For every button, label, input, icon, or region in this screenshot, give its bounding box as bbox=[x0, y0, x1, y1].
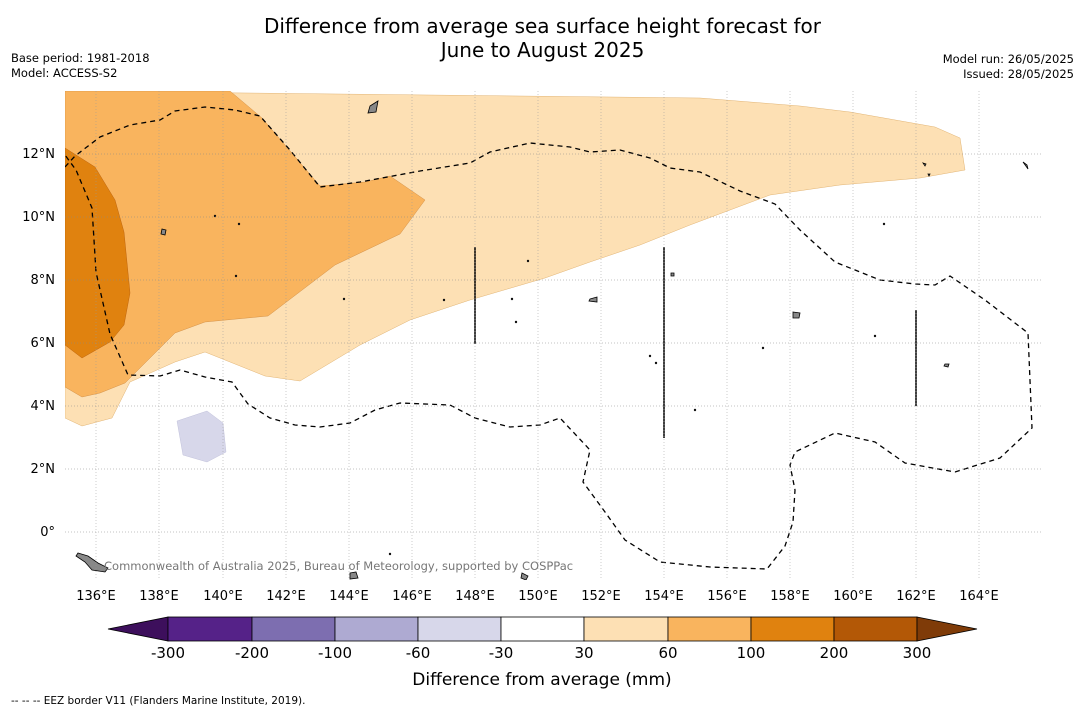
colorbar-swatch bbox=[417, 616, 502, 642]
lon-label: 138°E bbox=[139, 589, 179, 604]
colorbar-tick: 30 bbox=[574, 644, 593, 662]
colorbar-tick: -30 bbox=[489, 644, 514, 662]
lon-label: 146°E bbox=[392, 589, 432, 604]
colorbar-swatch bbox=[833, 616, 918, 642]
model-info: Base period: 1981-2018 Model: ACCESS-S2 bbox=[11, 51, 150, 80]
run-info: Model run: 26/05/2025 Issued: 28/05/2025 bbox=[943, 52, 1074, 81]
colorbar-tick: -200 bbox=[235, 644, 269, 662]
colorbar-swatch bbox=[667, 616, 752, 642]
colorbar-tick: 100 bbox=[737, 644, 766, 662]
lon-label: 160°E bbox=[833, 589, 873, 604]
title-line-1: Difference from average sea surface heig… bbox=[263, 14, 822, 38]
colorbar-tick: -300 bbox=[151, 644, 185, 662]
colorbar-swatch bbox=[251, 616, 336, 642]
lat-label: 10°N bbox=[22, 210, 55, 225]
colorbar-tick-labels: -300 -200 -100 -60 -30 30 60 100 200 300 bbox=[151, 644, 931, 662]
colorbar-swatch bbox=[167, 616, 253, 642]
map-area bbox=[65, 91, 1042, 580]
lat-label: 0° bbox=[40, 525, 55, 540]
colorbar-title: Difference from average (mm) bbox=[412, 670, 671, 690]
lon-label: 144°E bbox=[329, 589, 369, 604]
base-period: Base period: 1981-2018 bbox=[11, 51, 150, 65]
lon-label: 150°E bbox=[518, 589, 558, 604]
colorbar bbox=[107, 616, 978, 642]
gridlines bbox=[65, 153, 1042, 533]
title-line-2: June to August 2025 bbox=[440, 38, 645, 62]
model-run-date: Model run: 26/05/2025 bbox=[942, 52, 1074, 66]
colorbar-arrow-min bbox=[107, 616, 169, 642]
lon-label: 140°E bbox=[203, 589, 243, 604]
lon-label: 156°E bbox=[707, 589, 747, 604]
lat-label: 8°N bbox=[31, 273, 56, 288]
lon-label: 158°E bbox=[770, 589, 810, 604]
colorbar-arrow-max bbox=[916, 616, 978, 642]
lat-label: 12°N bbox=[22, 147, 55, 162]
contour-minus30-60mm bbox=[176, 410, 227, 463]
lon-label: 142°E bbox=[266, 589, 306, 604]
lon-label: 164°E bbox=[959, 589, 999, 604]
colorbar-swatch bbox=[583, 616, 669, 642]
colorbar-tick: 300 bbox=[903, 644, 932, 662]
lon-label: 148°E bbox=[455, 589, 495, 604]
lat-label: 4°N bbox=[31, 399, 56, 414]
eez-borders bbox=[65, 106, 1033, 570]
lat-label: 2°N bbox=[31, 462, 56, 477]
lat-label: 6°N bbox=[31, 336, 56, 351]
lon-label: 152°E bbox=[581, 589, 621, 604]
longitude-labels: 136°E 138°E 140°E 142°E 144°E 146°E 148°… bbox=[76, 589, 999, 604]
colorbar-tick: -100 bbox=[318, 644, 352, 662]
colorbar-tick: 200 bbox=[820, 644, 849, 662]
contour-60-100mm bbox=[65, 91, 426, 398]
colorbar-swatch bbox=[500, 616, 585, 642]
latitude-labels: 12°N 10°N 8°N 6°N 4°N 2°N 0° bbox=[22, 147, 55, 540]
colorbar-tick: -60 bbox=[406, 644, 431, 662]
lon-label: 136°E bbox=[76, 589, 116, 604]
colorbar-tick: 60 bbox=[658, 644, 677, 662]
eez-legend-note: -- -- -- EEZ border V11 (Flanders Marine… bbox=[11, 695, 306, 707]
lon-label: 154°E bbox=[644, 589, 684, 604]
islands bbox=[75, 100, 1029, 580]
attribution-text: Commonwealth of Australia 2025, Bureau o… bbox=[104, 559, 573, 573]
issued-date: Issued: 28/05/2025 bbox=[963, 66, 1074, 81]
model-name: Model: ACCESS-S2 bbox=[11, 65, 118, 80]
map-title: Difference from average sea surface heig… bbox=[0, 14, 1085, 62]
lon-label: 162°E bbox=[896, 589, 936, 604]
colorbar-swatch bbox=[750, 616, 835, 642]
colorbar-swatch bbox=[334, 616, 419, 642]
contour-100-200mm bbox=[65, 147, 131, 359]
meridians bbox=[95, 91, 980, 580]
